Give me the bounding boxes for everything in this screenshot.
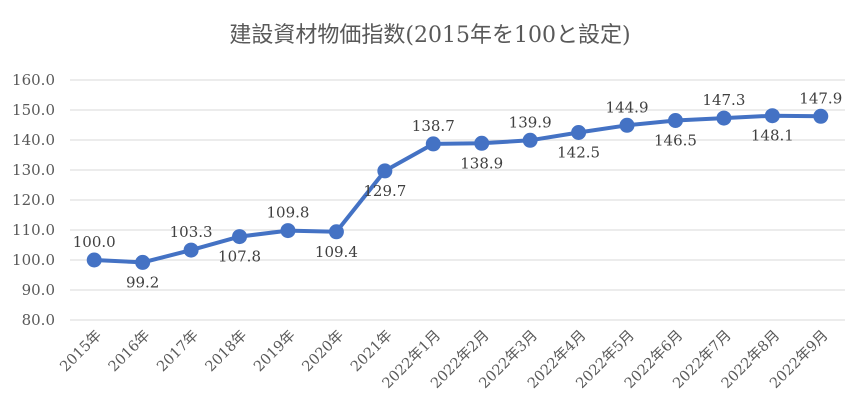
data-labels: 100.0 99.2 103.3 107.8 109.8 109.4 129.7 138.7 1…: [73, 89, 843, 291]
data-point: [571, 125, 587, 140]
data-label: 147.3: [702, 91, 745, 109]
x-tick-label: 2019年: [250, 327, 298, 375]
y-axis-ticks: 80.0 90.0 100.0 110.0 120.0 130.0 140.0 150.0 16…: [12, 71, 55, 329]
data-label: 148.1: [751, 127, 794, 145]
x-tick-label: 2017年: [154, 327, 202, 375]
data-label: 100.0: [73, 233, 116, 251]
gridlines: [70, 79, 845, 321]
y-tick-label: 160.0: [12, 71, 55, 89]
data-point: [135, 254, 151, 270]
data-label: 107.8: [218, 248, 261, 266]
data-label: 146.5: [654, 132, 697, 150]
x-tick-label: 2015年: [57, 327, 105, 375]
data-label: 142.5: [557, 144, 600, 162]
data-label: 129.7: [363, 182, 406, 200]
data-point: [328, 224, 344, 240]
x-tick-label: 2016年: [105, 327, 153, 375]
data-label: 103.3: [170, 223, 213, 241]
data-point: [377, 163, 393, 179]
data-point: [764, 108, 780, 124]
series-group: [86, 108, 829, 270]
data-point: [619, 117, 635, 133]
data-label: 138.7: [412, 117, 455, 135]
data-point: [183, 242, 199, 258]
y-tick-label: 90.0: [22, 281, 55, 299]
data-label: 99.2: [126, 273, 159, 291]
data-point: [522, 132, 538, 148]
chart-title: 建設資材物価指数(2015年を100と設定): [229, 23, 630, 48]
data-label: 109.4: [315, 243, 358, 261]
data-point: [280, 223, 296, 239]
data-point: [232, 229, 248, 245]
data-point: [86, 252, 102, 268]
data-label: 144.9: [606, 98, 649, 116]
series-line: [92, 113, 823, 265]
y-tick-label: 100.0: [12, 251, 55, 269]
x-tick-label: 2020年: [299, 327, 347, 375]
x-tick-label: 2021年: [347, 327, 395, 375]
y-tick-label: 130.0: [12, 161, 55, 179]
y-tick-label: 110.0: [12, 221, 55, 239]
data-point: [474, 135, 490, 151]
data-point: [813, 108, 829, 124]
y-tick-label: 80.0: [22, 311, 55, 329]
x-tick-label: 2018年: [202, 327, 250, 375]
data-point: [667, 113, 683, 128]
y-tick-label: 150.0: [12, 101, 55, 119]
data-point: [425, 136, 441, 152]
data-label: 139.9: [509, 113, 552, 131]
y-tick-label: 120.0: [12, 191, 55, 209]
x-axis-ticks: 2015年 2016年 2017年 2018年 2019年 2020年 2021年2022年…: [57, 327, 832, 392]
data-label: 109.8: [266, 204, 309, 222]
y-tick-label: 140.0: [12, 131, 55, 149]
data-point: [716, 110, 732, 126]
data-label: 138.9: [460, 154, 503, 172]
data-label: 147.9: [799, 89, 842, 107]
